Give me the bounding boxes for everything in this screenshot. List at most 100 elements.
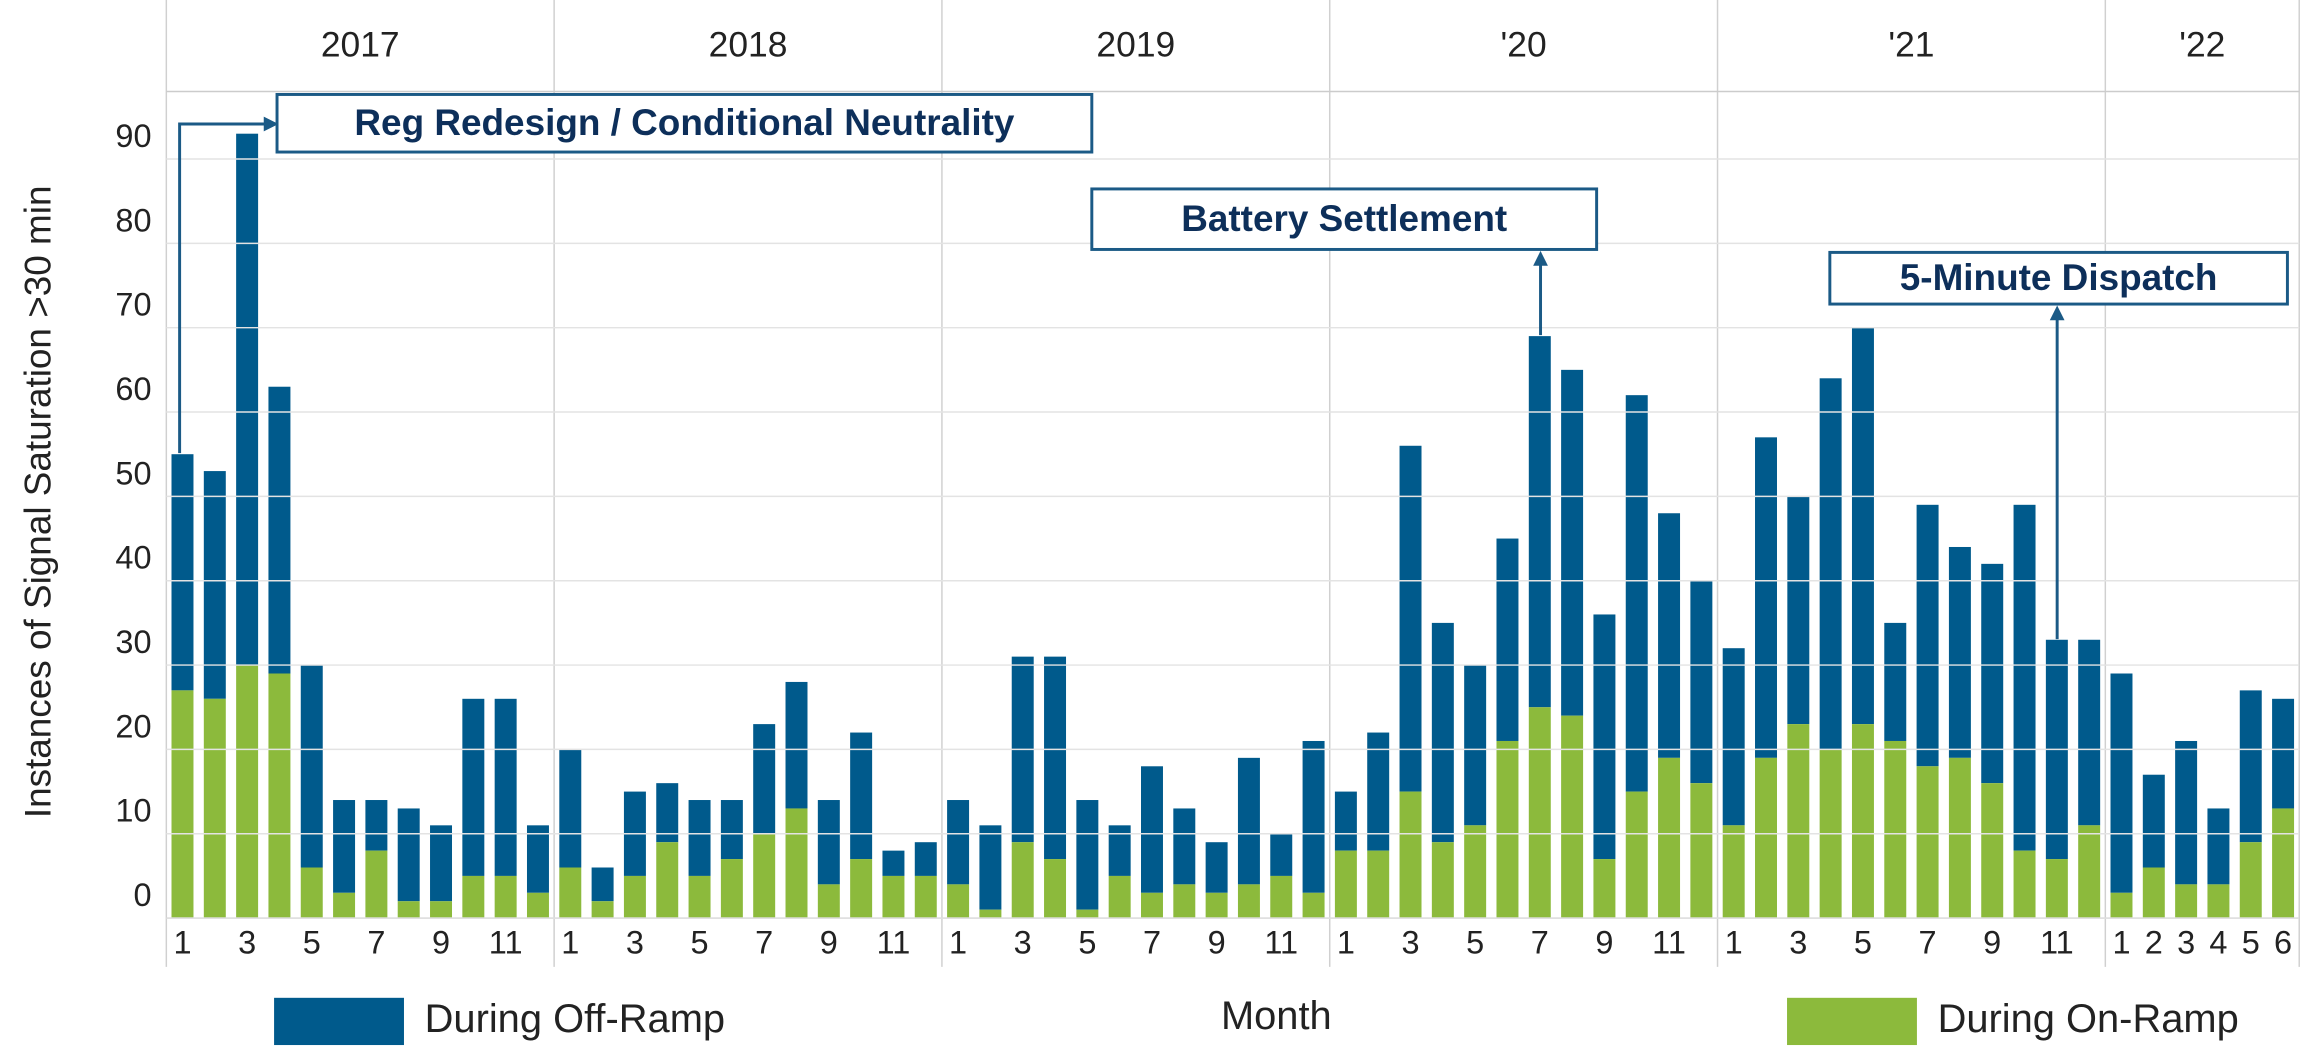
bar-segment: [1173, 884, 1196, 919]
bar-segment: [171, 690, 194, 919]
y-axis-title: Instances of Signal Saturation >30 min: [18, 186, 59, 819]
bar-segment: [979, 909, 1002, 919]
legend-swatch: [274, 997, 404, 1046]
bar-segment: [1367, 850, 1390, 919]
bar-segment: [1593, 614, 1616, 860]
x-tick-label: 5: [1466, 924, 1484, 960]
bar-segment: [1399, 445, 1422, 792]
x-tick-label: 11: [2040, 924, 2074, 960]
bar-segment: [1722, 648, 1745, 826]
x-tick-label: 5: [2242, 924, 2260, 960]
y-tick-label: 70: [115, 287, 151, 323]
bar-segment: [720, 800, 743, 860]
year-label: 2017: [321, 25, 400, 65]
bar-segment: [300, 665, 323, 868]
x-tick-label: 3: [1789, 924, 1807, 960]
bar-segment: [1140, 766, 1163, 893]
x-tick-label: 3: [626, 924, 644, 960]
bar-segment: [2013, 850, 2036, 919]
bar-segment: [236, 133, 259, 666]
bar-segment: [2045, 859, 2068, 919]
bar-segment: [2207, 884, 2230, 919]
annotation-box: [1828, 250, 2289, 306]
bar-segment: [753, 833, 776, 919]
bar-segment: [914, 842, 937, 876]
year-label: 2019: [1096, 25, 1175, 65]
bar-segment: [1658, 757, 1681, 919]
bar-segment: [817, 884, 840, 919]
bar-segment: [947, 800, 970, 885]
y-tick-label: 20: [115, 708, 151, 744]
bar-segment: [365, 800, 388, 851]
bar-segment: [2239, 690, 2262, 843]
legend-label: During On-Ramp: [1938, 997, 2239, 1041]
bar-segment: [1140, 892, 1163, 919]
bar-segment: [1496, 740, 1519, 919]
bar-segment: [1270, 833, 1293, 876]
bar-segment: [2110, 892, 2133, 919]
bar-segment: [785, 681, 808, 809]
bar-segment: [2078, 639, 2101, 826]
x-tick-label: 5: [303, 924, 321, 960]
bar-segment: [1819, 378, 1842, 750]
bar-segment: [591, 867, 614, 902]
x-tick-label: 1: [173, 924, 191, 960]
bar-segment: [1851, 327, 1874, 725]
bar-segment: [365, 850, 388, 919]
bar-segment: [2175, 740, 2198, 885]
bar-segment: [1237, 884, 1260, 919]
x-tick-label: 7: [755, 924, 773, 960]
bar-segment: [656, 842, 679, 919]
x-tick-label: 7: [1919, 924, 1937, 960]
bar-segment: [1593, 859, 1616, 919]
x-tick-label: 11: [1652, 924, 1686, 960]
bar-segment: [1948, 546, 1971, 758]
bar-segment: [1334, 850, 1357, 919]
x-tick-label: 11: [489, 924, 523, 960]
bar-segment: [1205, 842, 1228, 893]
bar-segment: [2175, 884, 2198, 919]
x-tick-label: 9: [432, 924, 450, 960]
bar-segment: [850, 859, 873, 919]
annotation-box: [275, 92, 1094, 154]
bar-segment: [1496, 538, 1519, 741]
bar-segment: [1916, 766, 1939, 919]
bar-segment: [1528, 336, 1551, 708]
bar-segment: [2272, 698, 2295, 809]
bar-segment: [1334, 791, 1357, 851]
bar-segment: [1755, 437, 1777, 758]
year-label: '21: [1888, 25, 1934, 65]
x-tick-label: 5: [1854, 924, 1872, 960]
bar-segment: [2142, 867, 2165, 919]
year-label: '20: [1501, 25, 1547, 65]
bar-segment: [850, 732, 873, 860]
x-tick-label: 7: [367, 924, 385, 960]
bar-segment: [1981, 563, 2004, 784]
annotations: Reg Redesign / Conditional Neutrality Ba…: [178, 92, 2289, 640]
bar-segment: [430, 901, 453, 919]
bar-segment: [203, 698, 226, 919]
x-axis-title: Month: [1221, 994, 1332, 1038]
x-tick-label: 9: [1983, 924, 2001, 960]
bar-segment: [1367, 732, 1390, 851]
bar-segment: [1690, 783, 1713, 919]
bar-segment: [1787, 496, 1810, 725]
bar-segment: [1625, 395, 1648, 792]
arrow-head: [1533, 250, 1548, 266]
bar-segment: [1690, 580, 1713, 784]
x-tick-label: 1: [1725, 924, 1743, 960]
bar-segment: [2207, 808, 2230, 885]
x-tick-label: 9: [1208, 924, 1226, 960]
bar-segment: [494, 875, 517, 919]
bar-segment: [720, 859, 743, 919]
bar-segment: [1561, 715, 1584, 919]
x-tick-label: 1: [561, 924, 579, 960]
x-tick-label: 1: [2112, 924, 2130, 960]
x-tick-label: 1: [949, 924, 967, 960]
bar-segment: [2110, 673, 2133, 893]
x-tick-label: 11: [877, 924, 911, 960]
bar-segment: [979, 825, 1002, 910]
bar-segment: [2272, 808, 2295, 919]
arrow-head: [263, 116, 279, 132]
annotation-box: [1090, 187, 1599, 251]
